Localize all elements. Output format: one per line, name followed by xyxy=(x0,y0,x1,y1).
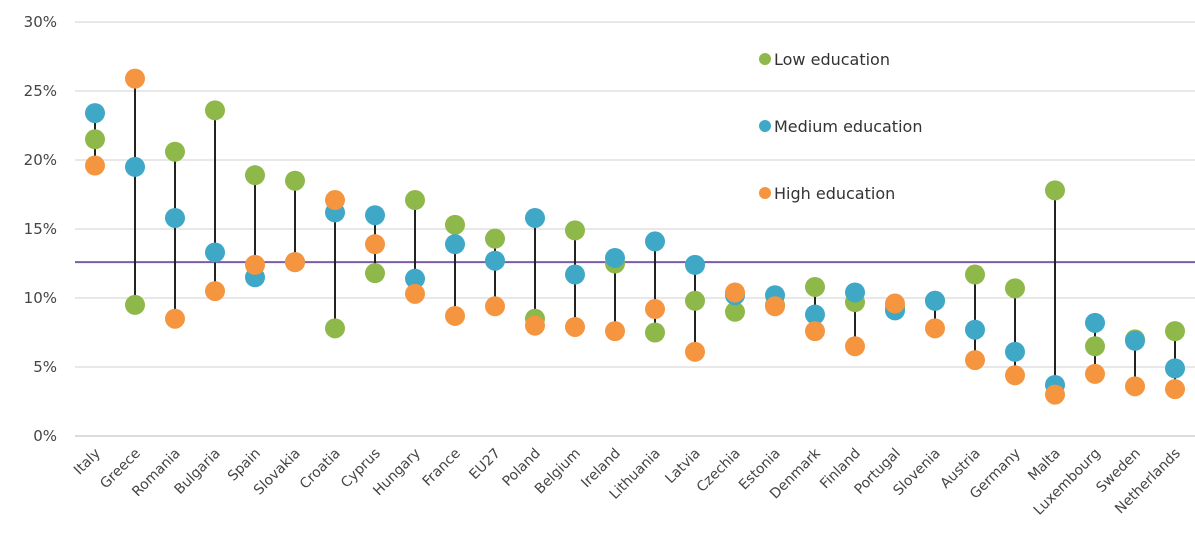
point-high-education xyxy=(525,315,545,336)
legend-label: High education xyxy=(774,184,895,203)
legend-marker xyxy=(759,53,771,65)
point-high-education xyxy=(125,68,145,89)
point-high-education xyxy=(485,296,505,317)
point-high-education xyxy=(1045,384,1065,405)
point-medium-education xyxy=(125,156,145,177)
point-high-education xyxy=(1165,379,1185,400)
point-medium-education xyxy=(365,205,385,226)
point-low-education xyxy=(445,214,465,235)
point-high-education xyxy=(1085,363,1105,384)
y-axis: 0% 5% 10% 15% 20% 25% 30% xyxy=(24,13,57,445)
point-high-education xyxy=(965,350,985,371)
point-high-education xyxy=(1005,365,1025,386)
point-medium-education xyxy=(1005,341,1025,362)
data-points xyxy=(85,68,1185,405)
point-low-education xyxy=(1085,336,1105,357)
point-medium-education xyxy=(565,264,585,285)
x-category-label: EU27 xyxy=(466,446,503,483)
point-high-education xyxy=(245,254,265,275)
point-medium-education xyxy=(1125,330,1145,351)
point-low-education xyxy=(405,190,425,211)
y-tick-label: 5% xyxy=(33,358,57,376)
point-low-education xyxy=(645,322,665,343)
point-medium-education xyxy=(205,242,225,263)
point-medium-education xyxy=(525,207,545,228)
point-low-education xyxy=(805,276,825,297)
point-high-education xyxy=(725,282,745,303)
point-high-education xyxy=(925,318,945,339)
point-medium-education xyxy=(805,304,825,325)
point-high-education xyxy=(445,305,465,326)
point-high-education xyxy=(805,321,825,342)
point-medium-education xyxy=(405,268,425,289)
y-tick-label: 0% xyxy=(33,427,57,445)
point-high-education xyxy=(325,190,345,211)
point-high-education xyxy=(645,299,665,320)
point-medium-education xyxy=(1165,358,1185,379)
point-low-education xyxy=(1005,278,1025,299)
x-category-label: Croatia xyxy=(297,446,344,493)
x-category-label: Malta xyxy=(1025,446,1064,485)
legend-label: Low education xyxy=(774,50,890,69)
point-high-education xyxy=(765,296,785,317)
point-high-education xyxy=(605,321,625,342)
point-medium-education xyxy=(445,234,465,255)
point-medium-education xyxy=(1085,312,1105,333)
point-low-education xyxy=(725,301,745,322)
point-low-education xyxy=(685,290,705,311)
point-medium-education xyxy=(965,319,985,340)
y-tick-label: 10% xyxy=(24,289,57,307)
point-low-education xyxy=(85,129,105,150)
point-low-education xyxy=(285,170,305,191)
point-high-education xyxy=(885,293,905,314)
point-low-education xyxy=(565,220,585,241)
point-low-education xyxy=(165,141,185,162)
x-category-label: Italy xyxy=(71,446,104,479)
legend-marker xyxy=(759,120,771,132)
x-category-label: Spain xyxy=(225,446,264,485)
x-category-label: Czechia xyxy=(694,446,744,496)
point-high-education xyxy=(685,341,705,362)
point-high-education xyxy=(165,308,185,329)
point-high-education xyxy=(1125,376,1145,397)
y-tick-label: 20% xyxy=(24,151,57,169)
point-low-education xyxy=(245,165,265,186)
point-high-education xyxy=(845,336,865,357)
point-medium-education xyxy=(685,254,705,275)
point-medium-education xyxy=(605,247,625,268)
point-high-education xyxy=(565,316,585,337)
point-medium-education xyxy=(925,290,945,311)
point-high-education xyxy=(85,155,105,176)
point-high-education xyxy=(285,252,305,273)
x-category-label: France xyxy=(420,446,464,490)
gridlines xyxy=(75,21,1195,437)
legend-marker xyxy=(759,187,771,199)
y-tick-label: 30% xyxy=(24,13,57,31)
point-low-education xyxy=(125,294,145,315)
point-medium-education xyxy=(485,250,505,271)
point-low-education xyxy=(1165,321,1185,342)
y-tick-label: 15% xyxy=(24,220,57,238)
point-low-education xyxy=(485,228,505,249)
point-medium-education xyxy=(165,207,185,228)
point-high-education xyxy=(405,283,425,304)
point-medium-education xyxy=(645,231,665,252)
y-tick-label: 25% xyxy=(24,82,57,100)
point-low-education xyxy=(325,318,345,339)
point-high-education xyxy=(365,234,385,255)
point-high-education xyxy=(205,281,225,302)
point-low-education xyxy=(965,264,985,285)
point-low-education xyxy=(1045,180,1065,201)
legend-label: Medium education xyxy=(774,117,922,136)
point-low-education xyxy=(365,263,385,284)
point-low-education xyxy=(205,100,225,121)
point-medium-education xyxy=(845,282,865,303)
legend: Low education Medium education High educat… xyxy=(759,50,922,203)
point-medium-education xyxy=(85,103,105,124)
